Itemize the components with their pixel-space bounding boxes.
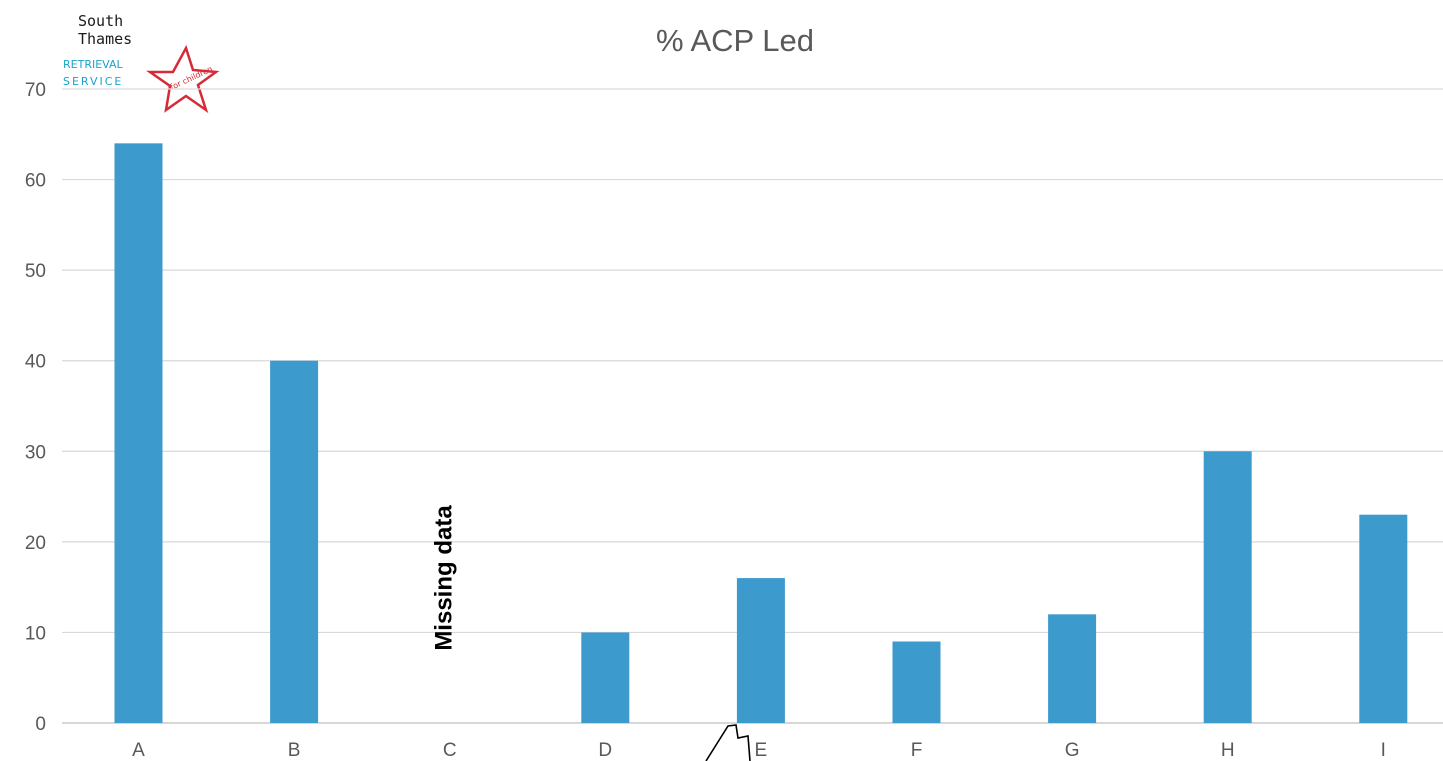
x-tick-label: C [443,740,457,761]
logo-line-retrieval: RETRIEVAL [63,58,123,71]
missing-data-annotation: Missing data [431,505,458,651]
annotations: Missing data [431,505,458,651]
star-icon [146,44,220,114]
x-tick-label: B [288,740,301,761]
y-tick-label: 30 [25,442,46,463]
bar-g [1048,614,1097,723]
x-tick-label: G [1065,740,1080,761]
south-thames-retrieval-service-logo: South Thames RETRIEVAL SERVICE for child… [63,12,220,114]
bars [114,143,1408,724]
y-tick-label: 10 [25,623,46,644]
bar-a [114,143,163,724]
y-tick-label: 20 [25,533,46,554]
y-tick-label: 0 [35,714,46,735]
y-tick-label: 60 [25,171,46,192]
bar-i [1359,514,1408,723]
x-tick-label: A [132,740,145,761]
y-axis-ticks: 0 10 20 30 40 50 60 70 [25,80,46,735]
y-tick-label: 50 [25,261,46,282]
bar-e [736,578,785,723]
logo-line-service: SERVICE [63,75,123,88]
x-tick-label: I [1381,740,1386,761]
y-tick-label: 70 [25,80,46,101]
x-tick-label: F [911,740,923,761]
bar-d [581,632,630,723]
bar-f [892,641,941,723]
x-tick-label: H [1221,740,1235,761]
chart-title: % ACP Led [656,23,814,58]
x-axis-ticks: A B C D E F G H I [132,740,1386,761]
bar-h [1203,451,1252,723]
logo-line-thames: Thames [78,30,132,48]
x-tick-label: D [598,740,612,761]
pointer-scribble-icon [705,724,751,761]
x-tick-label: E [755,740,768,761]
y-tick-label: 40 [25,352,46,373]
bar-b [270,360,319,723]
logo-line-south: South [78,12,123,30]
